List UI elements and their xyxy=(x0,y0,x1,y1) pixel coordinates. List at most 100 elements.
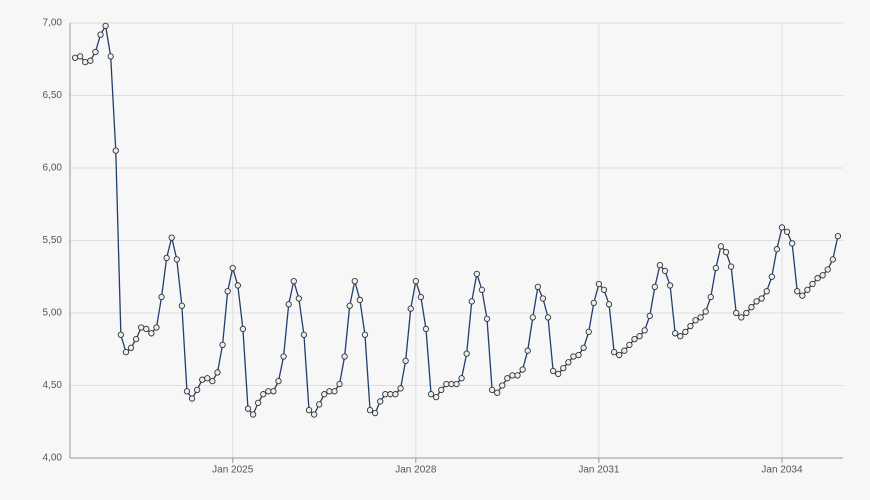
x-tick-label: Jan 2031 xyxy=(578,465,620,476)
point xyxy=(77,53,84,60)
x-tick-label: Jan 2034 xyxy=(761,465,803,476)
point xyxy=(163,254,170,262)
point xyxy=(331,388,338,395)
point xyxy=(300,331,308,338)
point xyxy=(692,317,699,324)
point xyxy=(310,411,318,418)
point xyxy=(494,389,501,396)
point xyxy=(305,406,313,414)
point xyxy=(544,314,552,321)
point xyxy=(829,256,836,263)
point xyxy=(565,359,572,366)
y-tick-label: 4,00 xyxy=(43,453,63,464)
point xyxy=(616,351,623,359)
point xyxy=(814,275,821,282)
point xyxy=(82,59,89,66)
point xyxy=(611,348,618,356)
point xyxy=(504,375,511,382)
point xyxy=(371,409,379,417)
point xyxy=(707,293,714,301)
point xyxy=(443,380,450,388)
point xyxy=(87,57,94,64)
point xyxy=(275,377,282,385)
y-tick-label: 4,50 xyxy=(43,380,63,391)
point xyxy=(661,267,669,275)
point xyxy=(285,301,292,308)
point xyxy=(178,302,186,309)
point xyxy=(107,53,114,60)
point xyxy=(499,382,506,389)
point xyxy=(463,350,470,357)
point xyxy=(199,376,206,383)
point xyxy=(702,308,709,315)
point xyxy=(458,375,465,382)
point xyxy=(168,234,175,241)
point xyxy=(570,353,577,360)
point xyxy=(524,347,531,354)
point xyxy=(209,377,216,385)
point xyxy=(224,288,231,295)
point xyxy=(834,232,842,240)
point xyxy=(651,283,658,291)
point xyxy=(697,314,704,321)
point xyxy=(239,325,247,333)
point xyxy=(346,302,353,309)
point xyxy=(448,380,455,388)
point xyxy=(743,309,750,317)
point xyxy=(799,292,806,299)
point xyxy=(122,348,130,356)
point xyxy=(219,341,226,349)
point xyxy=(438,386,445,393)
point xyxy=(366,406,374,414)
point xyxy=(631,335,638,343)
point xyxy=(244,405,252,412)
point xyxy=(534,283,542,291)
y-tick-label: 6,50 xyxy=(43,90,63,101)
point xyxy=(641,327,648,334)
point xyxy=(433,393,440,401)
point xyxy=(804,286,811,293)
point xyxy=(132,335,140,343)
point xyxy=(326,388,333,395)
point xyxy=(733,309,740,317)
point xyxy=(356,296,364,304)
point xyxy=(392,391,399,398)
point xyxy=(112,147,119,154)
point xyxy=(509,372,516,379)
point xyxy=(819,272,826,279)
point xyxy=(97,31,104,38)
point xyxy=(102,22,109,30)
point xyxy=(738,314,745,321)
point xyxy=(249,411,257,418)
y-tick-label: 5,50 xyxy=(43,235,63,246)
point xyxy=(672,330,679,337)
point xyxy=(727,263,735,270)
y-tick-label: 7,00 xyxy=(43,18,63,29)
point xyxy=(453,380,460,388)
point xyxy=(468,298,475,305)
point xyxy=(204,375,211,382)
point xyxy=(636,333,643,340)
point xyxy=(336,380,343,388)
point xyxy=(753,298,760,305)
point xyxy=(788,240,796,247)
point xyxy=(382,391,389,398)
point xyxy=(712,264,720,272)
point xyxy=(483,315,491,322)
point xyxy=(407,305,414,312)
point xyxy=(387,391,394,398)
point xyxy=(585,328,592,335)
point xyxy=(473,270,480,277)
point xyxy=(778,224,786,231)
point xyxy=(514,372,521,379)
point xyxy=(341,353,348,360)
point xyxy=(412,277,419,285)
point xyxy=(295,295,302,302)
point xyxy=(722,248,730,256)
point xyxy=(117,331,125,338)
point xyxy=(605,301,613,308)
point xyxy=(270,388,277,395)
point xyxy=(290,277,297,285)
